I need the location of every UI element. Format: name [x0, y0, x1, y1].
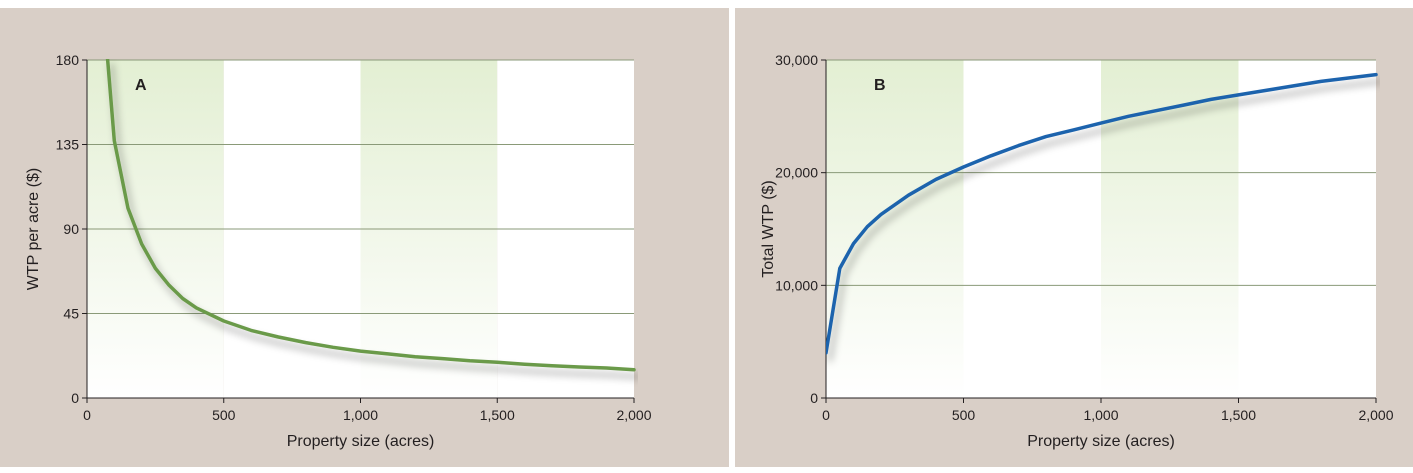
x-tick-label: 2,000	[1358, 407, 1393, 423]
x-tick-label: 0	[822, 407, 830, 423]
plot-band	[963, 60, 1101, 398]
x-axis-title: Property size (acres)	[1027, 433, 1175, 450]
y-axis-title: Total WTP ($)	[760, 180, 777, 278]
y-tick-label: 0	[71, 390, 79, 406]
y-tick-label: 20,000	[775, 165, 818, 181]
chart-panel-a: 0 500 1,000 1,500 2,000 0 45 90 135 180 Property s…	[0, 8, 729, 467]
y-tick-label: 45	[63, 306, 79, 322]
chart-panel-b: 0 500 1,000 1,500 2,000 0 10,000 20,000 30,000 Pr…	[735, 8, 1413, 467]
panel-label: A	[135, 77, 147, 94]
plot-band	[1101, 60, 1239, 398]
y-axis-title: WTP per acre ($)	[25, 168, 42, 290]
series-line	[826, 72, 1378, 355]
chart-a-svg: 0 500 1,000 1,500 2,000 0 45 90 135 180 Property s…	[25, 52, 652, 450]
x-tick-label: 500	[952, 407, 976, 423]
chart-b-svg: 0 500 1,000 1,500 2,000 0 10,000 20,000 30,000 Pr…	[760, 52, 1394, 450]
series-line	[105, 59, 636, 372]
plot-band	[826, 60, 964, 398]
x-tick-label: 2,000	[616, 407, 651, 423]
y-tick-label: 90	[63, 221, 79, 237]
x-tick-label: 1,500	[1221, 407, 1256, 423]
panel-label: B	[874, 77, 886, 94]
x-tick-label: 500	[212, 407, 236, 423]
y-tick-label: 135	[56, 137, 80, 153]
plot-band	[1238, 60, 1376, 398]
y-tick-label: 10,000	[775, 277, 818, 293]
x-tick-label: 1,000	[343, 407, 378, 423]
y-tick-label: 180	[56, 52, 80, 68]
y-tick-label: 30,000	[775, 52, 818, 68]
x-tick-label: 0	[83, 407, 91, 423]
x-axis-title: Property size (acres)	[287, 433, 435, 450]
x-tick-label: 1,500	[480, 407, 515, 423]
y-tick-label: 0	[810, 390, 818, 406]
x-tick-label: 1,000	[1083, 407, 1118, 423]
